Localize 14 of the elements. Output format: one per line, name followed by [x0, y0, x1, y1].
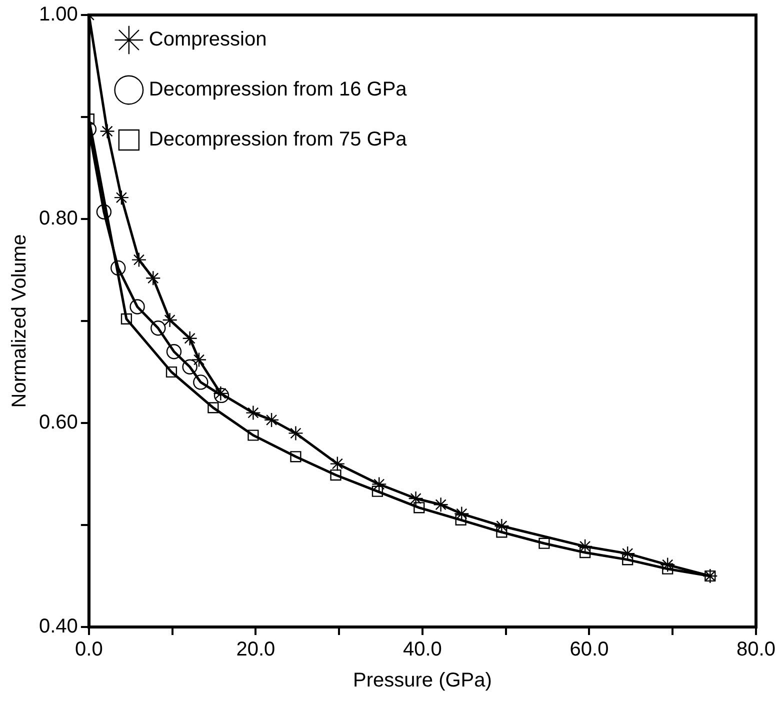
y-tick-label: 0.40 [38, 616, 78, 638]
x-tick-label: 0.0 [75, 638, 103, 661]
y-tick-label: 0.60 [38, 412, 78, 434]
y-tick-label: 0.80 [38, 208, 78, 230]
x-tick-label: 80.0 [736, 638, 776, 661]
legend-label: Decompression from 16 GPa [148, 78, 408, 101]
y-tick-label: 1.00 [38, 4, 78, 26]
y-axis-title: Normalized Volume [8, 234, 31, 408]
x-tick-label: 60.0 [570, 638, 609, 661]
x-tick-label: 20.0 [236, 638, 276, 661]
legend-label: Compression [148, 28, 267, 51]
x-tick-label: 40.0 [402, 638, 442, 661]
x-axis-title: Pressure (GPa) [352, 670, 492, 692]
legend-label: Decompression from 75 GPa [148, 128, 408, 151]
